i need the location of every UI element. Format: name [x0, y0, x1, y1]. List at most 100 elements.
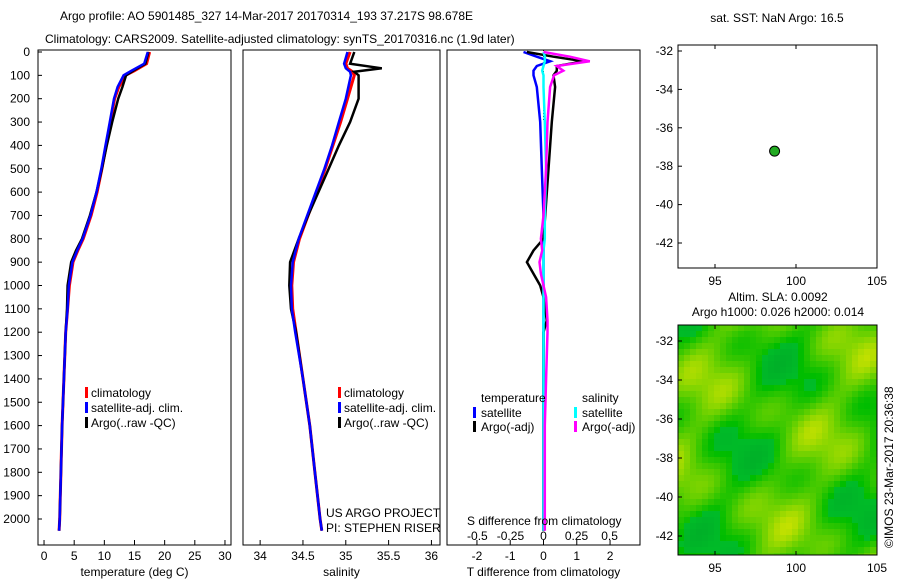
- sla-cell: [792, 385, 798, 391]
- sla-cell: [768, 547, 774, 553]
- sla-cell: [780, 415, 786, 421]
- sla-cell: [864, 547, 870, 553]
- sla-cell: [774, 451, 780, 457]
- sla-cell: [786, 403, 792, 409]
- sla-cell: [708, 415, 714, 421]
- sla-cell: [798, 367, 804, 373]
- sla-cell: [822, 493, 828, 499]
- sla-cell: [840, 361, 846, 367]
- sla-cell: [768, 475, 774, 481]
- sla-cell: [756, 505, 762, 511]
- sla-cell: [816, 457, 822, 463]
- sla-cell: [792, 421, 798, 427]
- sla-cell: [726, 385, 732, 391]
- sla-cell: [864, 367, 870, 373]
- sla-cell: [684, 547, 690, 553]
- sla-cell: [756, 331, 762, 337]
- sla-cell: [708, 481, 714, 487]
- sla-cell: [744, 331, 750, 337]
- sla-cell: [678, 403, 684, 409]
- sla-cell: [786, 481, 792, 487]
- sla-cell: [702, 325, 708, 331]
- sla-cell: [708, 397, 714, 403]
- sla-cell: [684, 415, 690, 421]
- sla-cell: [822, 403, 828, 409]
- sla-cell: [864, 373, 870, 379]
- sla-cell: [780, 403, 786, 409]
- sla-cell: [804, 541, 810, 547]
- series-line-argo: [57, 51, 150, 531]
- sla-cell: [762, 469, 768, 475]
- sla-cell: [684, 409, 690, 415]
- sla-cell: [720, 361, 726, 367]
- sla-cell: [804, 361, 810, 367]
- sla-cell: [846, 499, 852, 505]
- sla-cell: [774, 541, 780, 547]
- sla-cell: [696, 331, 702, 337]
- sla-cell: [816, 493, 822, 499]
- sla-cell: [810, 397, 816, 403]
- sla-cell: [846, 439, 852, 445]
- sla-cell: [798, 391, 804, 397]
- sla-cell: [828, 529, 834, 535]
- sla-cell: [864, 343, 870, 349]
- sla-cell: [858, 487, 864, 493]
- sla-cell: [720, 325, 726, 331]
- sla-cell: [846, 367, 852, 373]
- sla-cell: [792, 469, 798, 475]
- sla-cell: [684, 433, 690, 439]
- sla-cell: [708, 553, 714, 555]
- sla-cell: [828, 493, 834, 499]
- legend-label: satellite-adj. clim.: [344, 401, 436, 415]
- sla-cell: [702, 385, 708, 391]
- sla-cell: [810, 529, 816, 535]
- sla-cell: [744, 403, 750, 409]
- sla-cell: [696, 349, 702, 355]
- sla-cell: [870, 445, 876, 451]
- sla-cell: [768, 403, 774, 409]
- sla-cell: [720, 445, 726, 451]
- sla-cell: [738, 451, 744, 457]
- sla-cell: [852, 397, 858, 403]
- sla-cell: [792, 373, 798, 379]
- sla-cell: [750, 511, 756, 517]
- sla-cell: [792, 439, 798, 445]
- sla-cell: [744, 379, 750, 385]
- sla-cell: [864, 505, 870, 511]
- sla-cell: [726, 379, 732, 385]
- sla-cell: [726, 433, 732, 439]
- sla-cell: [774, 535, 780, 541]
- sla-cell: [840, 421, 846, 427]
- sla-cell: [780, 337, 786, 343]
- sla-cell: [804, 523, 810, 529]
- sla-cell: [720, 523, 726, 529]
- sla-cell: [684, 499, 690, 505]
- sla-cell: [822, 463, 828, 469]
- sla-cell: [804, 379, 810, 385]
- sla-cell: [732, 391, 738, 397]
- x-tick-label: 0: [540, 549, 547, 563]
- sla-cell: [762, 343, 768, 349]
- sla-cell: [762, 403, 768, 409]
- x-tick-label: 95: [708, 561, 722, 575]
- sla-cell: [762, 481, 768, 487]
- sla-cell: [720, 337, 726, 343]
- sla-cell: [720, 349, 726, 355]
- sla-cell: [720, 463, 726, 469]
- sla-cell: [834, 481, 840, 487]
- sla-cell: [768, 385, 774, 391]
- sla-cell: [846, 523, 852, 529]
- sla-cell: [798, 355, 804, 361]
- sla-cell: [714, 505, 720, 511]
- sla-cell: [762, 361, 768, 367]
- sla-cell: [744, 337, 750, 343]
- sla-cell: [804, 343, 810, 349]
- sla-cell: [726, 511, 732, 517]
- sla-cell: [846, 385, 852, 391]
- sla-cell: [768, 349, 774, 355]
- sla-cell: [708, 373, 714, 379]
- sla-cell: [756, 415, 762, 421]
- sla-cell: [720, 409, 726, 415]
- sla-cell: [690, 535, 696, 541]
- sla-cell: [828, 343, 834, 349]
